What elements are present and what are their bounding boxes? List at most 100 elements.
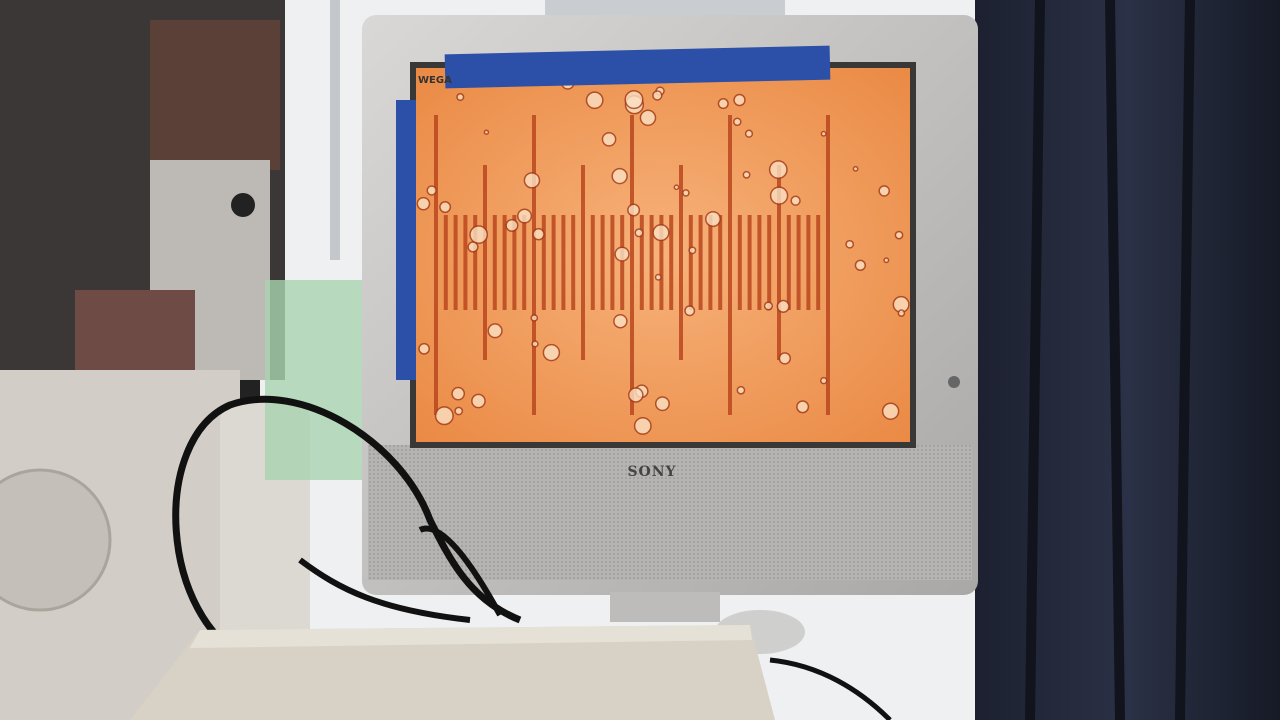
particle (454, 406, 464, 416)
scale-line (434, 115, 438, 415)
particle (634, 228, 644, 238)
particle (682, 189, 690, 197)
scale-line (581, 165, 585, 360)
particle (532, 227, 545, 241)
particle (688, 246, 697, 255)
scale-line (551, 215, 556, 310)
scale-line (679, 165, 683, 360)
particle (627, 387, 644, 403)
particle (654, 273, 662, 281)
particle (652, 223, 670, 242)
scale-line (826, 115, 830, 415)
scale-line (512, 215, 517, 310)
power-button[interactable] (948, 376, 960, 388)
scale-line (561, 215, 566, 310)
window-frame (330, 0, 340, 260)
scale-line (816, 215, 821, 310)
particle (439, 201, 452, 214)
particle (531, 340, 539, 348)
particle (654, 396, 670, 412)
scale-line (473, 215, 478, 310)
particle (652, 90, 663, 101)
curtain (975, 0, 1280, 720)
particle (778, 352, 792, 365)
scale-line (659, 215, 664, 310)
particle (790, 195, 801, 206)
scale-line (757, 215, 762, 310)
particle (467, 241, 479, 253)
particle (684, 305, 696, 317)
particle (736, 385, 746, 395)
cable (769, 657, 892, 720)
scale-line (610, 215, 615, 310)
brand-logo: SONY (627, 464, 676, 480)
scale-line (443, 215, 448, 310)
particle (627, 203, 641, 217)
tape (444, 45, 831, 89)
particle (451, 386, 466, 401)
particle (776, 299, 790, 313)
particle (523, 172, 541, 189)
particle (854, 259, 867, 271)
scale-line (806, 215, 811, 310)
particle (517, 208, 533, 224)
particle (624, 90, 644, 110)
scale-line (737, 215, 742, 310)
particle (585, 91, 604, 110)
particle (483, 129, 490, 135)
scale-line (492, 215, 497, 310)
particle (732, 117, 742, 127)
scale-line (639, 215, 644, 310)
speaker-grill (368, 445, 972, 580)
foreground-box-edge (190, 625, 752, 648)
scale-line (718, 215, 723, 310)
particle (542, 343, 561, 362)
particle (704, 210, 722, 228)
screen (416, 68, 910, 442)
scale-line (767, 215, 772, 310)
scale-line (669, 215, 674, 310)
scale-line (463, 215, 468, 310)
particle (883, 257, 890, 264)
particle (611, 167, 628, 185)
particle (878, 185, 891, 197)
particle (639, 109, 657, 127)
scale-line (502, 215, 507, 310)
particle (742, 170, 751, 179)
particle (852, 165, 859, 172)
equipment-hole (231, 193, 255, 217)
particle (673, 184, 680, 191)
particle (530, 314, 539, 322)
scale-line (590, 215, 595, 310)
scale-line (796, 215, 801, 310)
particle (845, 239, 855, 249)
particle (471, 393, 486, 409)
bag (265, 280, 365, 480)
particle (744, 129, 754, 138)
particle (768, 160, 788, 180)
particle (894, 230, 904, 240)
foreground-box (130, 625, 775, 720)
scale-line (786, 215, 791, 310)
model-label: WEGA (418, 75, 452, 86)
scale-line (483, 165, 487, 360)
scale-line (522, 215, 527, 310)
particle (434, 406, 454, 426)
tape (396, 100, 416, 380)
particle (881, 402, 900, 421)
particle (820, 130, 827, 137)
particle (469, 225, 489, 245)
equipment-disc (0, 468, 112, 612)
particle (487, 323, 503, 339)
scale-line (630, 115, 634, 415)
particle (426, 185, 437, 196)
particle (796, 400, 810, 414)
scale-line (600, 215, 605, 310)
monitor-stand (610, 592, 720, 622)
particle (456, 92, 465, 102)
particle (418, 342, 431, 355)
scale-line (453, 215, 458, 310)
particle (601, 131, 617, 147)
